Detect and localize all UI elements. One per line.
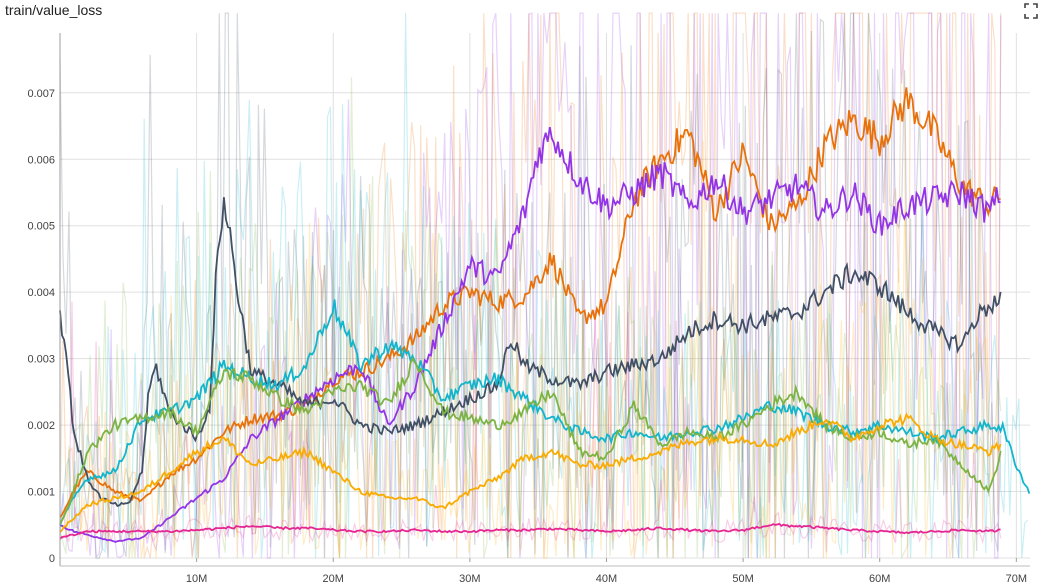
- x-tick-label: 40M: [596, 573, 617, 585]
- axes: [59, 33, 1030, 567]
- x-tick-label: 50M: [732, 573, 753, 585]
- fullscreen-icon[interactable]: [1024, 2, 1038, 20]
- y-tick-label: 0.001: [27, 487, 55, 499]
- y-tick-label: 0: [49, 553, 55, 565]
- y-axis-ticks: 0 0.001 0.002 0.003 0.004 0.005 0.006 0.007: [27, 88, 55, 565]
- y-tick-label: 0.004: [27, 287, 55, 299]
- series-line: [59, 197, 1002, 507]
- series-line: [59, 87, 1001, 518]
- series-line: [60, 126, 1001, 543]
- chart-title: train/value_loss: [5, 2, 103, 18]
- x-tick-label: 20M: [323, 573, 344, 585]
- x-tick-label: 10M: [186, 573, 207, 585]
- series-line: [59, 522, 1001, 540]
- y-tick-label: 0.006: [27, 154, 55, 166]
- smoothed-series: [59, 87, 1031, 543]
- series-line: [59, 412, 1002, 533]
- raw-trace: [59, 12, 1002, 559]
- y-tick-label: 0.005: [27, 221, 55, 233]
- raw-noise-traces: [59, 12, 1029, 559]
- raw-trace: [59, 77, 1002, 559]
- x-tick-label: 70M: [1006, 573, 1027, 585]
- y-tick-label: 0.007: [27, 88, 55, 100]
- series-line: [59, 356, 1002, 525]
- raw-trace: [59, 12, 1002, 559]
- x-axis-ticks: 10M 20M 30M 40M 50M 60M 70M: [186, 573, 1027, 585]
- x-tick-label: 60M: [869, 573, 890, 585]
- raw-trace: [59, 13, 1029, 559]
- y-tick-label: 0.003: [27, 354, 55, 366]
- y-tick-label: 0.002: [27, 420, 55, 432]
- x-tick-label: 30M: [459, 573, 480, 585]
